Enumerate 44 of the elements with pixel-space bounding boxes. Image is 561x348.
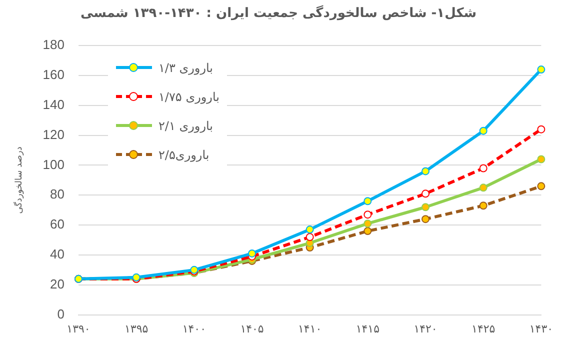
y-tick-label: 60 bbox=[50, 216, 64, 232]
point bbox=[422, 215, 430, 224]
point bbox=[537, 125, 546, 134]
point bbox=[306, 226, 314, 234]
x-tick-label: ۱۴۱۵ bbox=[356, 322, 380, 336]
point bbox=[422, 203, 430, 212]
legend-label: باروری۲/۵ bbox=[158, 148, 210, 162]
point bbox=[479, 202, 488, 210]
x-tick-label: ۱۴۳۰ bbox=[529, 322, 554, 336]
y-tick-label: 120 bbox=[42, 126, 64, 142]
point bbox=[364, 227, 372, 236]
y-tick-label: 180 bbox=[42, 37, 64, 52]
y-tick-label: 0 bbox=[57, 306, 64, 322]
point bbox=[479, 184, 488, 192]
y-tick-label: 40 bbox=[50, 246, 64, 262]
point bbox=[306, 233, 314, 242]
x-tick-label: ۱۴۲۰ bbox=[414, 322, 438, 336]
point bbox=[422, 190, 430, 198]
y-axis-title: درصد سالخوردگی bbox=[12, 146, 25, 214]
x-tick-label: ۱۴۰۵ bbox=[240, 322, 264, 336]
x-tick-label: ۱۴۲۵ bbox=[472, 322, 496, 336]
y-tick-label: 20 bbox=[50, 276, 64, 292]
y-tick-label: 100 bbox=[42, 156, 64, 172]
legend-label: باروری ۱/۷۵ bbox=[158, 90, 220, 104]
point bbox=[248, 249, 256, 258]
legend-label: باروری ۲/۱ bbox=[158, 119, 214, 134]
point bbox=[537, 66, 546, 74]
point bbox=[364, 210, 372, 219]
point bbox=[537, 155, 546, 164]
point bbox=[479, 126, 488, 135]
y-tick-label: 140 bbox=[42, 97, 64, 112]
point bbox=[422, 167, 430, 176]
point bbox=[364, 197, 372, 206]
point bbox=[537, 182, 546, 190]
y-tick-label: 80 bbox=[50, 186, 64, 202]
legend-label: باروری ۱/۳ bbox=[158, 61, 214, 76]
x-tick-label: ۱۳۹۵ bbox=[124, 322, 148, 336]
x-tick-label: ۱۴۱۰ bbox=[298, 322, 322, 336]
y-tick-label: 160 bbox=[42, 67, 64, 82]
point bbox=[364, 220, 372, 228]
x-tick-label: ۱۳۹۰ bbox=[66, 322, 90, 336]
x-tick-label: ۱۴۰۰ bbox=[182, 322, 206, 336]
chart-title: شکل۱- شاخص سالخوردگی جمعیت ایران : ۱۴۳۰-۱۳۹۰ شمسی bbox=[80, 5, 477, 22]
point bbox=[479, 164, 488, 172]
